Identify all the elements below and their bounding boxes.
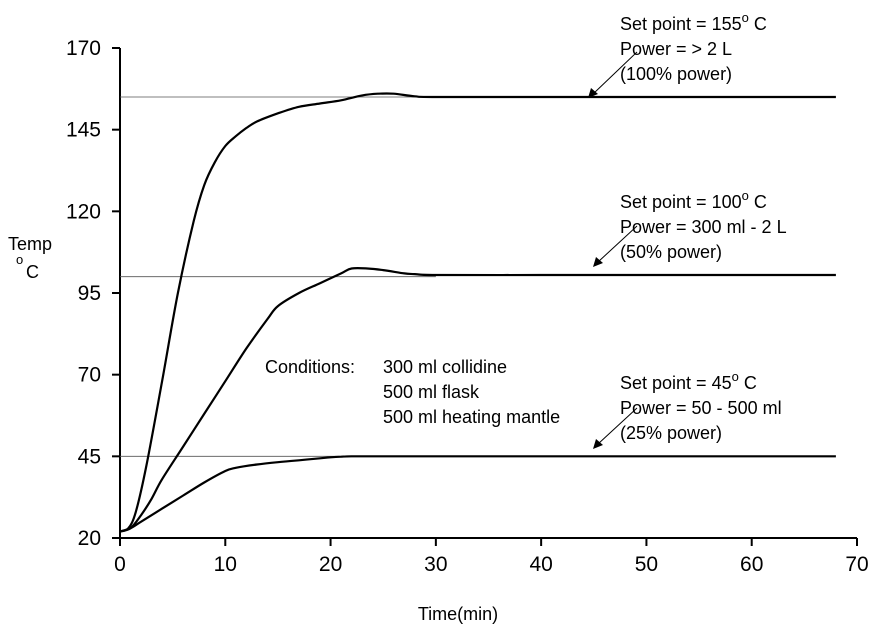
y-tick-label: 70 xyxy=(78,364,101,387)
x-tick-label: 30 xyxy=(424,553,447,576)
svg-text:Set point = 100o C: Set point = 100o C xyxy=(620,188,767,212)
annotation-setpoint-155: Set point = 155o C Power = > 2 L (100% p… xyxy=(588,10,767,98)
conditions-label: Conditions: xyxy=(265,357,355,377)
svg-text:Set point = 45o C: Set point = 45o C xyxy=(620,369,757,393)
x-tick-label: 50 xyxy=(635,553,658,576)
y-tick-label: 20 xyxy=(78,527,101,550)
annotation-100-arrow-line xyxy=(597,225,638,263)
annotation-45-line1: Set point = 45 xyxy=(620,373,732,393)
conditions-item-3: 500 ml heating mantle xyxy=(383,407,560,427)
temperature-curves xyxy=(119,92,836,533)
y-tick-label: 145 xyxy=(66,119,101,142)
annotation-155-line3: (100% power) xyxy=(620,64,732,84)
x-tick-label: 20 xyxy=(319,553,342,576)
y-tick-label: 120 xyxy=(66,200,101,223)
svg-text:Set point = 155o C: Set point = 155o C xyxy=(620,10,767,34)
y-tick-label: 45 xyxy=(78,445,101,468)
annotation-100-line1: Set point = 100 xyxy=(620,192,742,212)
curve-s45 xyxy=(119,455,836,533)
x-tick-label: 0 xyxy=(114,553,126,576)
annotation-45-line2: Power = 50 - 500 ml xyxy=(620,398,782,418)
annotation-setpoint-45: Set point = 45o C Power = 50 - 500 ml (2… xyxy=(593,369,782,449)
annotation-45-arrow-head xyxy=(593,439,603,449)
x-axis-title: Time(min) xyxy=(418,604,498,624)
x-tick-label: 10 xyxy=(214,553,237,576)
annotation-100-degree: o xyxy=(742,188,749,203)
conditions-item-2: 500 ml flask xyxy=(383,382,480,402)
annotation-45-line3: (25% power) xyxy=(620,423,722,443)
y-axis-unit-degree: o xyxy=(16,252,23,267)
y-tick-label: 95 xyxy=(78,282,101,305)
annotation-155-arrow-line xyxy=(592,51,638,95)
annotation-155-line1: Set point = 155 xyxy=(620,14,742,34)
curve-s155 xyxy=(119,92,836,533)
y-axis-unit: C xyxy=(26,262,39,282)
x-tick-label: 40 xyxy=(529,553,552,576)
conditions-note: Conditions: 300 ml collidine 500 ml flas… xyxy=(265,357,560,427)
x-tick-label: 60 xyxy=(740,553,763,576)
y-tick-label: 170 xyxy=(66,37,101,60)
conditions-item-1: 300 ml collidine xyxy=(383,357,507,377)
axis-ticks: 0 10 20 30 40 50 60 70 20 45 70 95 120 145 170 xyxy=(66,37,869,576)
y-axis-title: Temp xyxy=(8,234,52,254)
x-tick-label: 70 xyxy=(845,553,868,576)
annotation-45-arrow-line xyxy=(597,407,638,445)
annotation-155-degree: o xyxy=(742,10,749,25)
annotation-155-unit: C xyxy=(749,14,767,34)
annotation-155-line2: Power = > 2 L xyxy=(620,39,732,59)
annotation-100-unit: C xyxy=(749,192,767,212)
annotation-setpoint-100: Set point = 100o C Power = 300 ml - 2 L … xyxy=(593,188,787,267)
annotation-45-unit: C xyxy=(739,373,757,393)
annotation-100-line2: Power = 300 ml - 2 L xyxy=(620,217,787,237)
curve-s100 xyxy=(119,266,836,533)
annotation-45-degree: o xyxy=(732,369,739,384)
annotation-155-arrow-head xyxy=(588,88,598,98)
annotation-100-arrow-head xyxy=(593,257,603,267)
annotation-100-line3: (50% power) xyxy=(620,242,722,262)
setpoint-reference-lines xyxy=(120,96,436,457)
